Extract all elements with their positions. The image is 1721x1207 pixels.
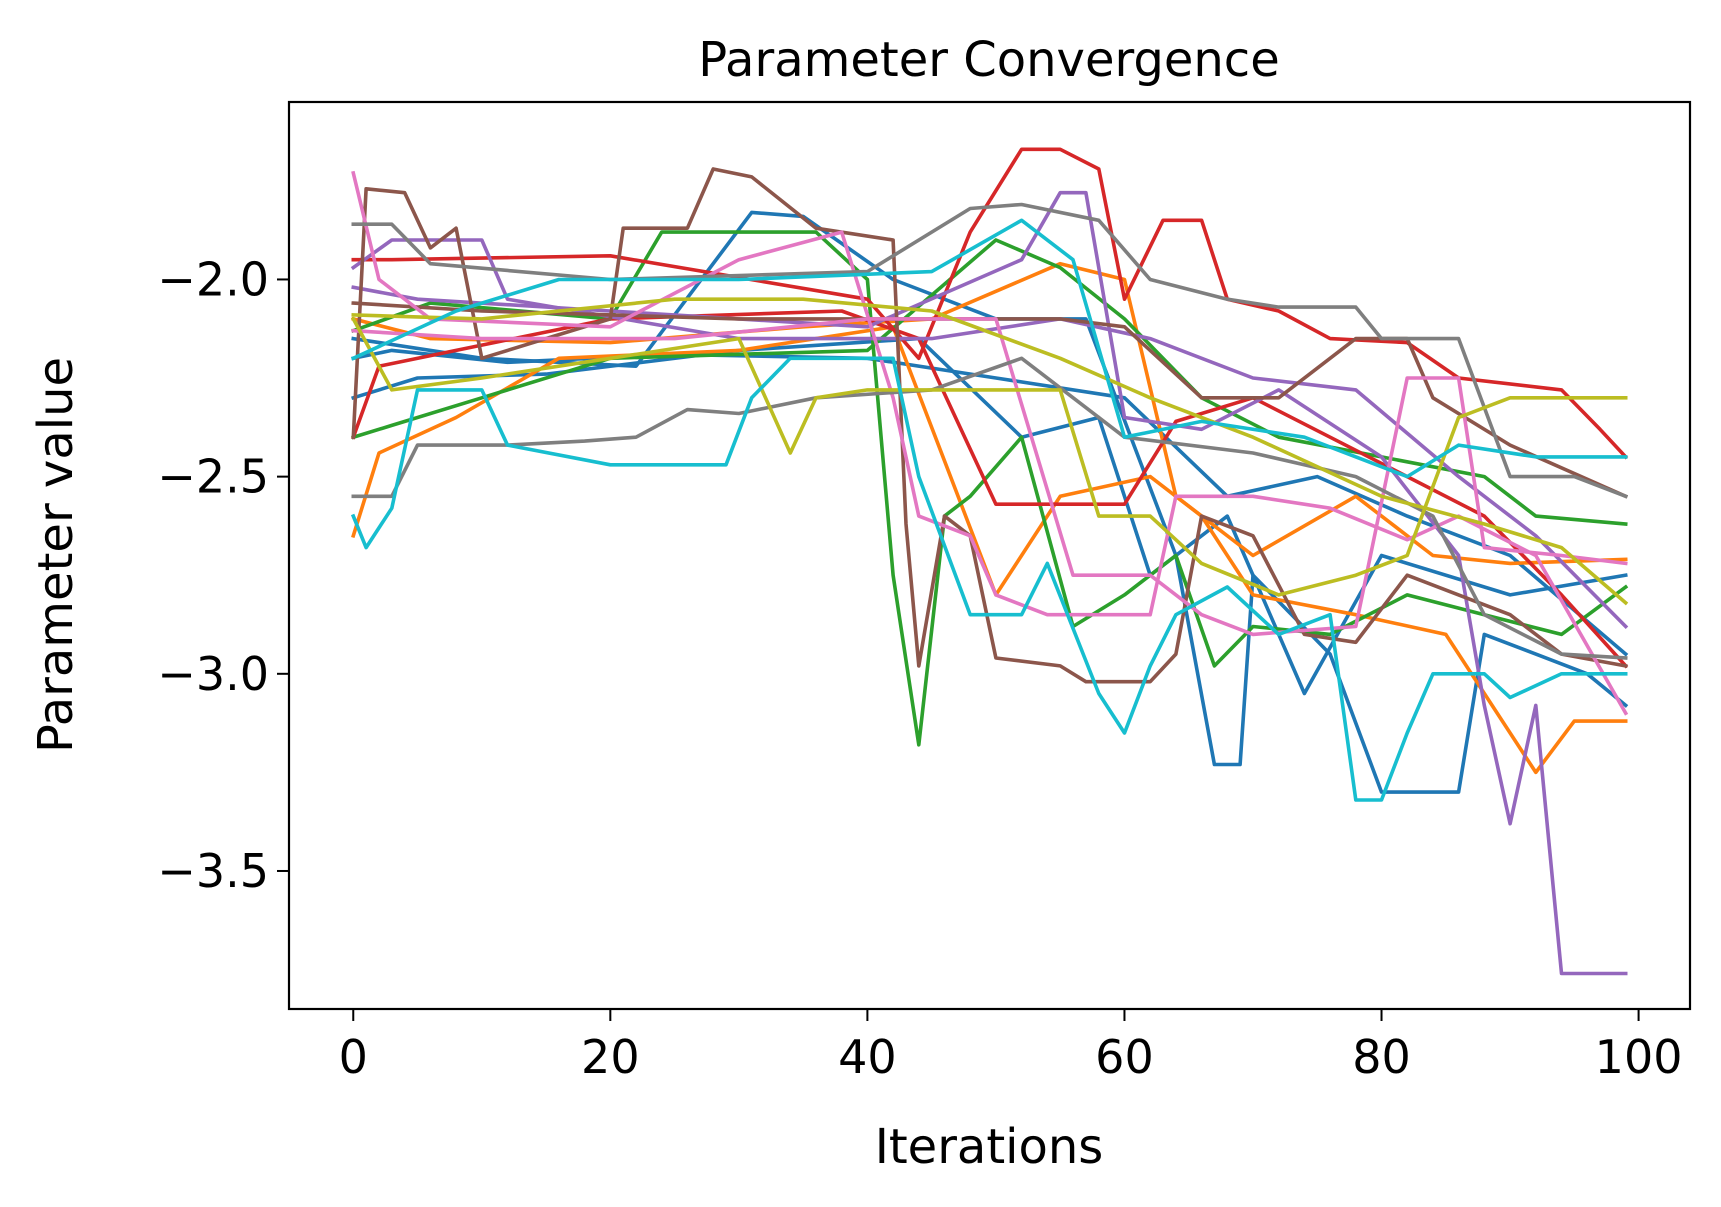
- series-line-19: [351, 297, 1629, 606]
- x-tick-label: 80: [1352, 1030, 1411, 1084]
- y-axis-label: Parameter value: [28, 357, 84, 753]
- series-line-10: [351, 190, 1628, 976]
- series-line-12: [351, 167, 1628, 684]
- x-tick-label: 40: [838, 1030, 897, 1084]
- y-tick-label: −2.0: [157, 252, 269, 306]
- x-tick-label: 0: [339, 1030, 368, 1084]
- series-line-5: [351, 261, 1628, 566]
- series-line-2: [351, 210, 1629, 794]
- y-axis: −2.0 −2.5 −3.0 −3.5: [157, 252, 289, 898]
- series-line-18: [350, 316, 1628, 597]
- series-line-4: [351, 325, 1628, 775]
- x-tick-label: 20: [581, 1030, 640, 1084]
- series-line-17: [351, 356, 1628, 660]
- chart-title: Parameter Convergence: [698, 32, 1279, 88]
- series-line-21: [350, 218, 1628, 479]
- series-line-20: [350, 356, 1628, 802]
- plot-frame: [287, 100, 1692, 1011]
- series-line-14: [351, 170, 1629, 716]
- y-tick-label: −3.0: [157, 647, 269, 701]
- series-line-15: [351, 317, 1628, 637]
- series-line-7: [351, 238, 1628, 526]
- x-tick-label: 60: [1095, 1030, 1154, 1084]
- series-line-13: [351, 301, 1629, 499]
- x-axis-label: Iterations: [875, 1119, 1104, 1175]
- y-tick-label: −3.5: [157, 844, 269, 898]
- y-tick-label: −2.5: [157, 450, 269, 504]
- x-axis: 0 20 40 60 80 100: [339, 1009, 1683, 1084]
- series-line-16: [351, 202, 1629, 499]
- x-tick-label: 100: [1595, 1030, 1683, 1084]
- series-layer: [350, 147, 1629, 976]
- series-line-8: [351, 147, 1629, 460]
